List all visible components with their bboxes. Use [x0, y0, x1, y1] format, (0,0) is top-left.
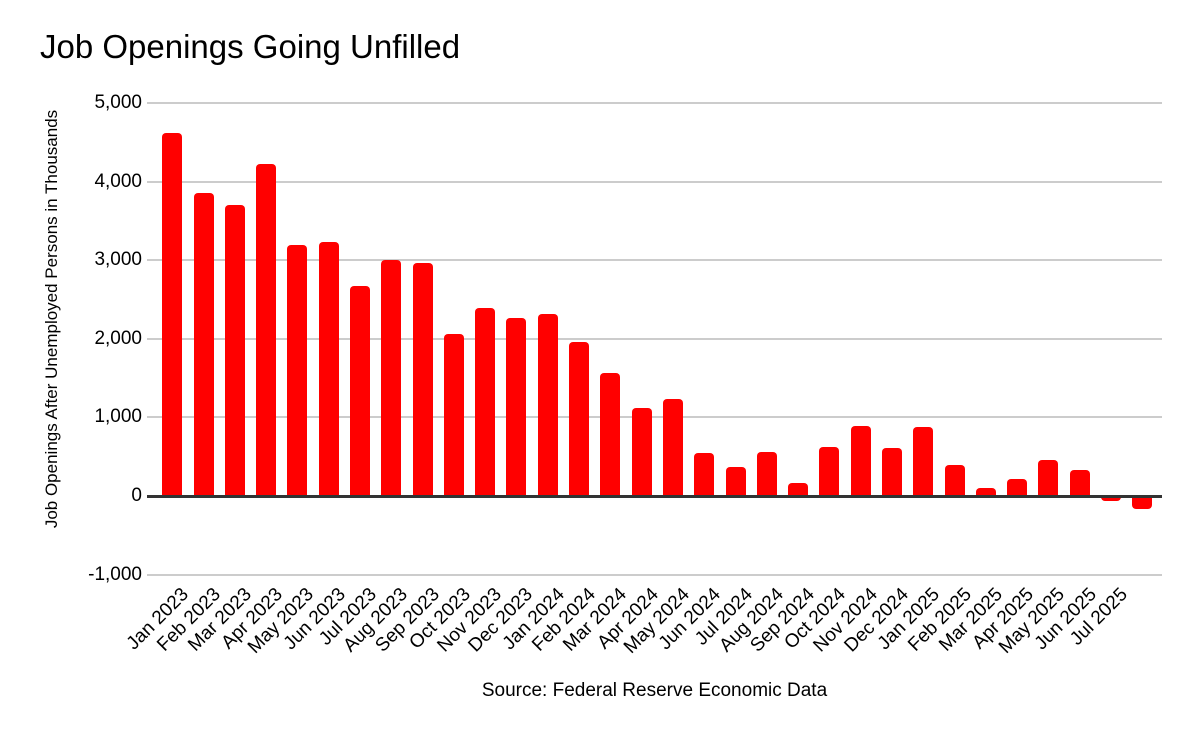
bar-nov-2023 [475, 308, 496, 496]
bar-oct-2023 [443, 334, 464, 496]
bar-mar-2023 [224, 204, 245, 496]
bar-dec-2023 [506, 318, 527, 496]
y-tick-label: 5,000 [94, 92, 142, 114]
y-tick-label: 1,000 [94, 406, 142, 428]
bar-nov-2024 [850, 426, 871, 496]
y-tick-label: -1,000 [88, 563, 142, 585]
y-tick-label: 0 [131, 485, 142, 506]
bar-jul-2025 [1101, 496, 1121, 501]
y-axis-title: Job Openings After Unemployed Persons in… [42, 109, 61, 529]
bar-apr-2023 [256, 164, 277, 496]
bar-dec-2024 [881, 448, 902, 496]
bar-jul-2023 [350, 286, 371, 496]
bar-jun-2025 [1069, 470, 1090, 496]
bar-jun-2023 [318, 242, 339, 496]
bar-oct-2024 [819, 446, 840, 496]
gridline [147, 573, 1162, 576]
chart-title: Job Openings Going Unfilled [40, 28, 461, 65]
x-axis-baseline [147, 494, 1162, 498]
bar-jun-2024 [694, 452, 715, 496]
bar-aug-2023 [381, 259, 402, 496]
bar-mar-2025 [975, 488, 996, 496]
bar-apr-2025 [1007, 478, 1028, 496]
gridline [147, 259, 1162, 262]
y-tick-label: 4,000 [94, 170, 142, 192]
bar-may-2023 [287, 244, 308, 496]
bar-jan-2025 [913, 426, 934, 496]
gridline [147, 180, 1162, 183]
y-tick-label: 3,000 [94, 249, 142, 271]
gridline [147, 416, 1162, 419]
bar-may-2025 [1038, 459, 1059, 496]
bar-apr-2024 [631, 408, 652, 496]
bar-sep-2024 [788, 482, 809, 496]
bar-aug-2024 [756, 452, 777, 496]
y-tick-label: 2,000 [94, 327, 142, 349]
bar-mar-2024 [600, 372, 621, 496]
bar-may-2024 [662, 398, 683, 496]
bar-sep-2023 [412, 263, 433, 496]
bar-feb-2025 [944, 464, 965, 496]
bar-jul-2024 [725, 466, 746, 496]
source-note: Source: Federal Reserve Economic Data [481, 680, 828, 701]
gridline [147, 102, 1162, 105]
plot-area [147, 100, 1162, 578]
bar-jan-2023 [162, 133, 183, 496]
bar-unlabeled [1132, 496, 1153, 510]
bar-jan-2024 [537, 313, 558, 496]
gridline [147, 337, 1162, 340]
bar-feb-2024 [569, 342, 590, 496]
bar-feb-2023 [193, 192, 214, 496]
